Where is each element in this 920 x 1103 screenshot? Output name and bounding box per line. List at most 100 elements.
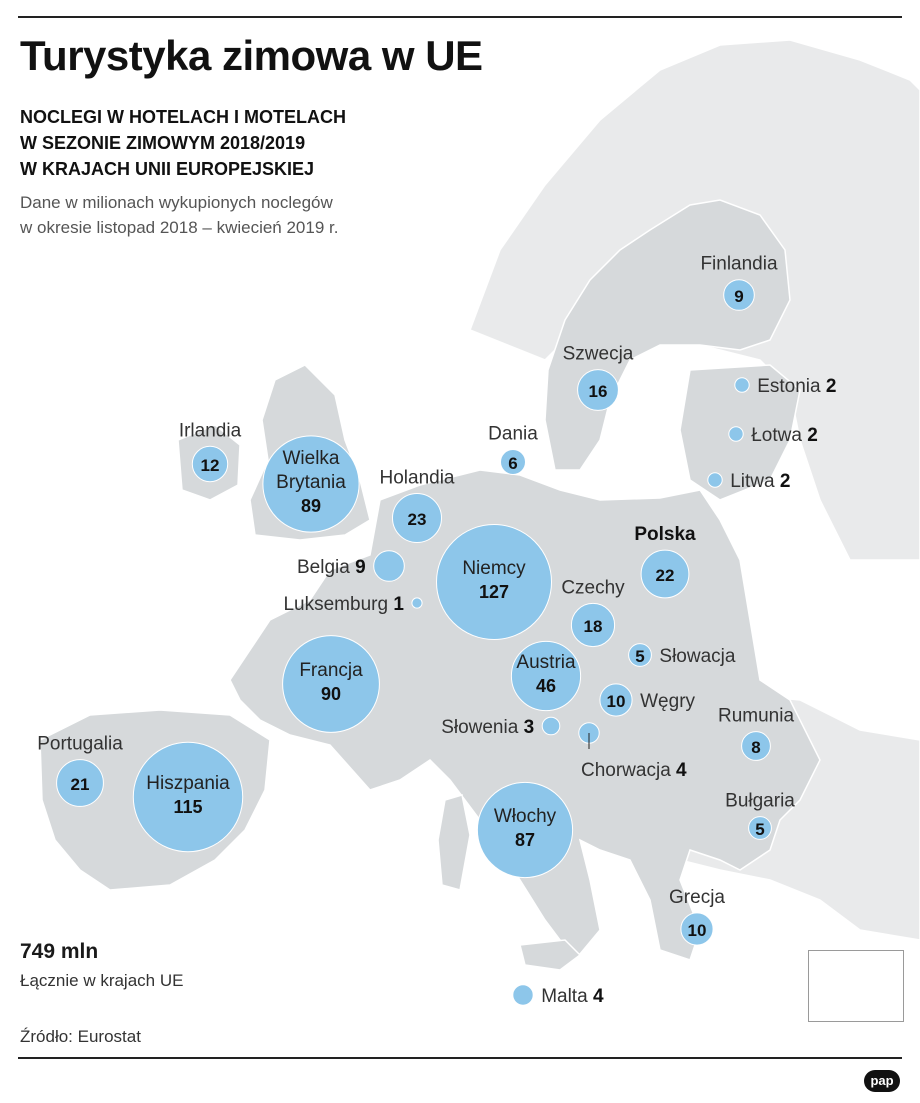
country-value-wegry: 10 (607, 692, 626, 711)
country-value-niemcy: 127 (479, 582, 509, 602)
country-name-chorwacja: Chorwacja (581, 760, 676, 781)
pap-logo: pap (864, 1070, 900, 1092)
country-value-polska: 22 (656, 566, 675, 585)
country-value-wielka-brytania: 89 (301, 496, 321, 516)
land-layer (39, 39, 920, 999)
country-name-wegry: Węgry (640, 691, 695, 712)
cyprus-inset-frame (808, 950, 904, 1022)
top-rule (18, 16, 902, 18)
country-name-wielka-brytania: Brytania (276, 472, 346, 493)
bubble-dania (500, 449, 526, 475)
description: Dane w milionach wykupionych noclegów w … (20, 190, 338, 240)
bubble-luksemburg (411, 597, 423, 609)
country-value-dania: 6 (508, 454, 517, 473)
total-label: Łącznie w krajach UE (20, 971, 184, 990)
country-value-slowacja: 5 (635, 647, 644, 666)
country-label-chorwacja: Chorwacja 4 (581, 760, 687, 781)
country-name-czechy: Czechy (561, 577, 625, 598)
country-name-austria: Austria (516, 652, 576, 673)
country-name-dania: Dania (488, 424, 538, 445)
bubble-rumunia (741, 731, 771, 761)
country-name-portugalia: Portugalia (37, 734, 123, 755)
country-name-slowenia: Słowenia (441, 717, 523, 738)
bubble-polska (640, 549, 690, 599)
country-value-francja: 90 (321, 684, 341, 704)
country-name-estonia: Estonia (757, 376, 826, 397)
bubble-niemcy (436, 524, 552, 640)
country-value-grecja: 10 (688, 921, 707, 940)
country-name-francja: Francja (299, 660, 363, 681)
bubble-layer (56, 279, 835, 1006)
country-value-malta: 4 (593, 986, 604, 1007)
country-label-litwa: Litwa 2 (730, 471, 790, 492)
country-value-estonia: 2 (826, 376, 837, 397)
country-name-luksemburg: Luksemburg (283, 594, 393, 615)
country-name-irlandia: Irlandia (179, 420, 242, 441)
country-value-austria: 46 (536, 676, 556, 696)
bubble-wlochy (476, 781, 574, 879)
country-value-chorwacja: 4 (676, 760, 687, 781)
country-name-finlandia: Finlandia (700, 254, 778, 275)
country-value-slowenia: 3 (524, 717, 535, 738)
country-name-wlochy: Włochy (494, 806, 557, 827)
country-value-wlochy: 87 (515, 830, 535, 850)
bubble-finlandia (723, 279, 755, 311)
country-value-bulgaria: 5 (755, 820, 764, 839)
bubble-hiszpania (132, 741, 244, 853)
country-label-lotwa: Łotwa 2 (751, 425, 818, 446)
bubble-litwa (707, 472, 723, 488)
bubble-irlandia (191, 445, 229, 483)
country-label-belgia: Belgia 9 (297, 557, 366, 578)
subtitle-line: NOCLEGI W HOTELACH I MOTELACH (20, 107, 346, 127)
country-value-litwa: 2 (780, 471, 791, 492)
country-name-litwa: Litwa (730, 471, 780, 492)
country-name-rumunia: Rumunia (718, 706, 794, 727)
bubble-malta (512, 984, 534, 1006)
page-title: Turystyka zimowa w UE (20, 32, 483, 79)
country-label-slowenia: Słowenia 3 (441, 717, 534, 738)
total-value: 749 mln (20, 940, 99, 963)
country-name-lotwa: Łotwa (751, 425, 807, 446)
country-value-rumunia: 8 (751, 738, 760, 757)
country-value-lotwa: 2 (807, 425, 818, 446)
bubble-belgia (373, 550, 405, 582)
country-name-bulgaria: Bułgaria (725, 791, 795, 812)
country-name-hiszpania: Hiszpania (146, 773, 230, 794)
source-note: Źródło: Eurostat (20, 1027, 141, 1046)
country-value-finlandia: 9 (734, 287, 743, 306)
country-name-wielka-brytania: Wielka (282, 448, 339, 469)
country-value-irlandia: 12 (201, 456, 220, 475)
bubble-estonia (734, 377, 750, 393)
bubble-slowenia (541, 716, 561, 736)
country-value-belgia: 9 (355, 557, 366, 578)
bubble-francja (282, 635, 380, 733)
land-sicily (519, 939, 582, 971)
country-name-slowacja: Słowacja (659, 646, 735, 667)
bubble-szwecja (577, 369, 619, 411)
bubble-holandia (392, 493, 442, 543)
country-name-malta: Malta (541, 986, 593, 1007)
bubble-lotwa (728, 426, 744, 442)
country-name-szwecja: Szwecja (563, 344, 634, 365)
subtitle: NOCLEGI W HOTELACH I MOTELACH W SEZONIE … (20, 104, 346, 182)
bottom-rule (18, 1057, 902, 1059)
description-line: w okresie listopad 2018 – kwiecień 2019 … (20, 218, 339, 237)
bubble-wegry (599, 683, 633, 717)
bubble-wielka-brytania (262, 435, 360, 533)
country-label-estonia: Estonia 2 (757, 376, 836, 397)
country-name-grecja: Grecja (669, 887, 725, 908)
description-line: Dane w milionach wykupionych noclegów (20, 193, 333, 212)
country-value-hiszpania: 115 (173, 797, 202, 817)
bubble-grecja (680, 912, 714, 946)
country-value-luksemburg: 1 (393, 594, 404, 615)
bubble-czechy (570, 602, 616, 648)
land-sardinia-corsica (437, 794, 471, 891)
country-label-luksemburg: Luksemburg 1 (283, 594, 404, 615)
country-value-szwecja: 16 (589, 382, 608, 401)
country-name-niemcy: Niemcy (462, 558, 526, 579)
country-label-malta: Malta 4 (541, 986, 604, 1007)
bubble-bulgaria (748, 816, 772, 840)
